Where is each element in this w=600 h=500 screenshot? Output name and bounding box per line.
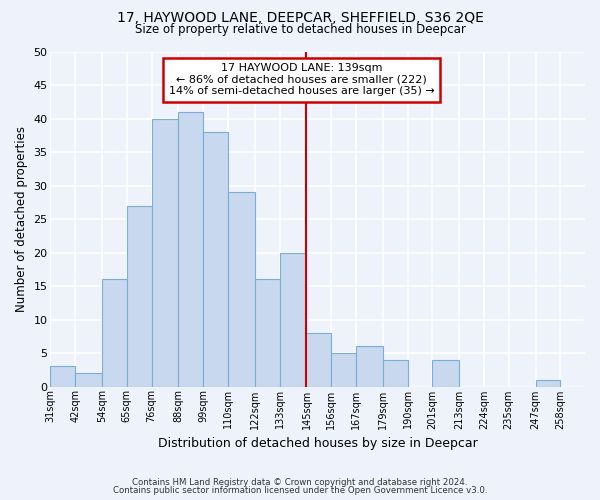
Bar [228, 192, 255, 386]
Bar [102, 280, 127, 386]
Bar [203, 132, 228, 386]
Bar [127, 206, 152, 386]
Bar [50, 366, 75, 386]
Text: Contains HM Land Registry data © Crown copyright and database right 2024.: Contains HM Land Registry data © Crown c… [132, 478, 468, 487]
Text: Contains public sector information licensed under the Open Government Licence v3: Contains public sector information licen… [113, 486, 487, 495]
X-axis label: Distribution of detached houses by size in Deepcar: Distribution of detached houses by size … [158, 437, 478, 450]
Bar [383, 360, 407, 386]
Bar [75, 373, 102, 386]
Bar [280, 252, 307, 386]
Bar [432, 360, 459, 386]
Bar [307, 333, 331, 386]
Bar [178, 112, 203, 386]
Bar [255, 280, 280, 386]
Y-axis label: Number of detached properties: Number of detached properties [15, 126, 28, 312]
Text: 17 HAYWOOD LANE: 139sqm
← 86% of detached houses are smaller (222)
14% of semi-d: 17 HAYWOOD LANE: 139sqm ← 86% of detache… [169, 63, 434, 96]
Text: Size of property relative to detached houses in Deepcar: Size of property relative to detached ho… [134, 23, 466, 36]
Bar [356, 346, 383, 387]
Text: 17, HAYWOOD LANE, DEEPCAR, SHEFFIELD, S36 2QE: 17, HAYWOOD LANE, DEEPCAR, SHEFFIELD, S3… [116, 11, 484, 25]
Bar [152, 118, 178, 386]
Bar [331, 353, 356, 386]
Bar [536, 380, 560, 386]
